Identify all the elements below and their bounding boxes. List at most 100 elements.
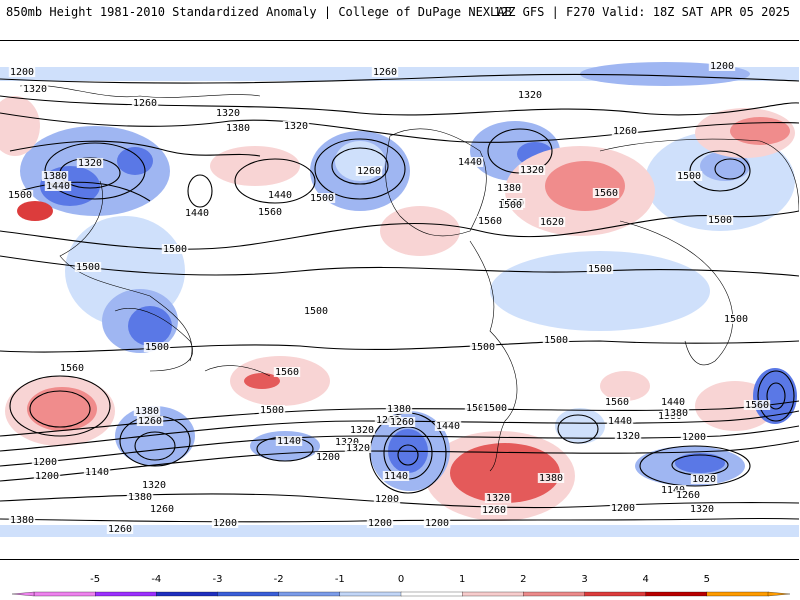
contour-label: 1320 xyxy=(284,121,308,132)
contour-label-bg xyxy=(537,473,565,483)
anomaly-region xyxy=(675,453,725,473)
contour-label-bg xyxy=(373,494,401,504)
contour-label: 1320 xyxy=(23,84,47,95)
contour-line xyxy=(397,444,419,466)
anomaly-shading xyxy=(0,62,799,537)
contour-label: 1320 xyxy=(486,493,510,504)
contour-label: 1320 xyxy=(142,480,166,491)
contour-label: 1380 xyxy=(10,515,34,526)
contour-line xyxy=(0,518,799,523)
colorbar-tick-label: 2 xyxy=(520,574,526,585)
contour-label: 1140 xyxy=(277,436,301,447)
contour-label: 1500 xyxy=(724,314,748,325)
contour-line xyxy=(757,370,795,422)
contour-line xyxy=(331,147,389,185)
contour-label: 1500 xyxy=(588,264,612,275)
anomaly-region xyxy=(730,117,790,145)
contour-label: 1200 xyxy=(10,67,34,78)
contour-label: 1500 xyxy=(163,244,187,255)
contour-label-bg xyxy=(214,108,242,118)
contour-label: 1200 xyxy=(33,457,57,468)
contour-label: 1500 xyxy=(708,215,732,226)
contour-label-bg xyxy=(133,406,161,416)
colorbar-swatch xyxy=(156,591,219,597)
contour-label-bg xyxy=(662,408,690,418)
contour-label: 1440 xyxy=(608,416,632,427)
contour-label-bg xyxy=(542,335,570,345)
contour-label: 1500 xyxy=(677,171,701,182)
anomaly-region xyxy=(0,96,40,156)
colorbar-swatch xyxy=(95,591,157,597)
contour-label: 1320 xyxy=(616,431,640,442)
coastline xyxy=(114,308,193,372)
contour-label-bg xyxy=(385,404,413,414)
contour-line xyxy=(234,158,316,204)
colorbar-max-arrow xyxy=(767,591,791,597)
contour-label-bg xyxy=(211,518,239,528)
colorbar-swatch xyxy=(400,591,463,597)
contour-label-bg xyxy=(706,215,734,225)
contour-label: 1260 xyxy=(376,415,400,426)
anomaly-region xyxy=(490,251,710,331)
anomaly-region xyxy=(700,151,750,181)
contour-label: 1500 xyxy=(466,403,490,414)
contour-label: 1500 xyxy=(498,200,522,211)
contour-line xyxy=(9,140,261,157)
contour-label-bg xyxy=(434,421,462,431)
contour-label-bg xyxy=(21,84,49,94)
contour-label: 1260 xyxy=(482,505,506,516)
contour-line xyxy=(0,255,799,277)
contour-label: 1380 xyxy=(497,183,521,194)
colorbar-swatch xyxy=(523,591,586,597)
contour-label: 1320 xyxy=(350,425,374,436)
anomaly-region xyxy=(117,147,153,175)
contour-label-bg xyxy=(708,61,736,71)
colorbar-tick-label: -1 xyxy=(335,574,345,585)
contour-label-bg xyxy=(496,200,524,210)
contour-label-bg xyxy=(659,397,687,407)
contour-label-bg xyxy=(743,400,771,410)
contour-line xyxy=(0,112,799,143)
contour-label: 1440 xyxy=(46,181,70,192)
colorbar-tick-label: 3 xyxy=(581,574,587,585)
contour-line xyxy=(714,158,746,180)
colorbar-tick-label: -5 xyxy=(90,574,100,585)
contour-label: 1260 xyxy=(373,67,397,78)
contour-label-bg xyxy=(314,452,342,462)
colorbar-tick-label: 1 xyxy=(459,574,465,585)
coastline xyxy=(59,180,193,362)
contour-label-bg xyxy=(348,425,376,435)
contour-label-bg xyxy=(8,67,36,77)
contour-label: 1200 xyxy=(316,452,340,463)
coastline xyxy=(19,84,261,98)
contour-label-bg xyxy=(659,485,687,495)
anomaly-region xyxy=(0,525,799,537)
colorbar-tick-label: 4 xyxy=(642,574,648,585)
contour-label-bg xyxy=(282,121,310,131)
contour-label: 1500 xyxy=(310,193,334,204)
contour-label-bg xyxy=(674,490,702,500)
colorbar-swatch xyxy=(584,591,647,597)
contour-label-bg xyxy=(464,403,492,413)
contour-label-bg xyxy=(611,126,639,136)
contour-label-bg xyxy=(131,98,159,108)
contour-label: 1380 xyxy=(664,408,688,419)
contour-label-bg xyxy=(606,416,634,426)
anomaly-region xyxy=(545,161,625,211)
contour-label: 1380 xyxy=(539,473,563,484)
contour-label-bg xyxy=(476,216,504,226)
contour-label-bg xyxy=(74,262,102,272)
contour-label-bg xyxy=(481,403,509,413)
contour-label-bg xyxy=(423,518,451,528)
contour-line xyxy=(9,375,111,437)
anomaly-colorbar: -5 -4 -3 -2 -1 0 1 2 3 4 5 xyxy=(11,574,791,597)
contour-label-bg xyxy=(266,190,294,200)
contour-label: 1260 xyxy=(390,417,414,428)
contour-line xyxy=(0,440,799,482)
contour-label-bg xyxy=(586,264,614,274)
contour-label: 1500 xyxy=(471,342,495,353)
contour-label: 1200 xyxy=(611,503,635,514)
contour-label: 1260 xyxy=(108,524,132,535)
contour-line xyxy=(29,390,91,428)
